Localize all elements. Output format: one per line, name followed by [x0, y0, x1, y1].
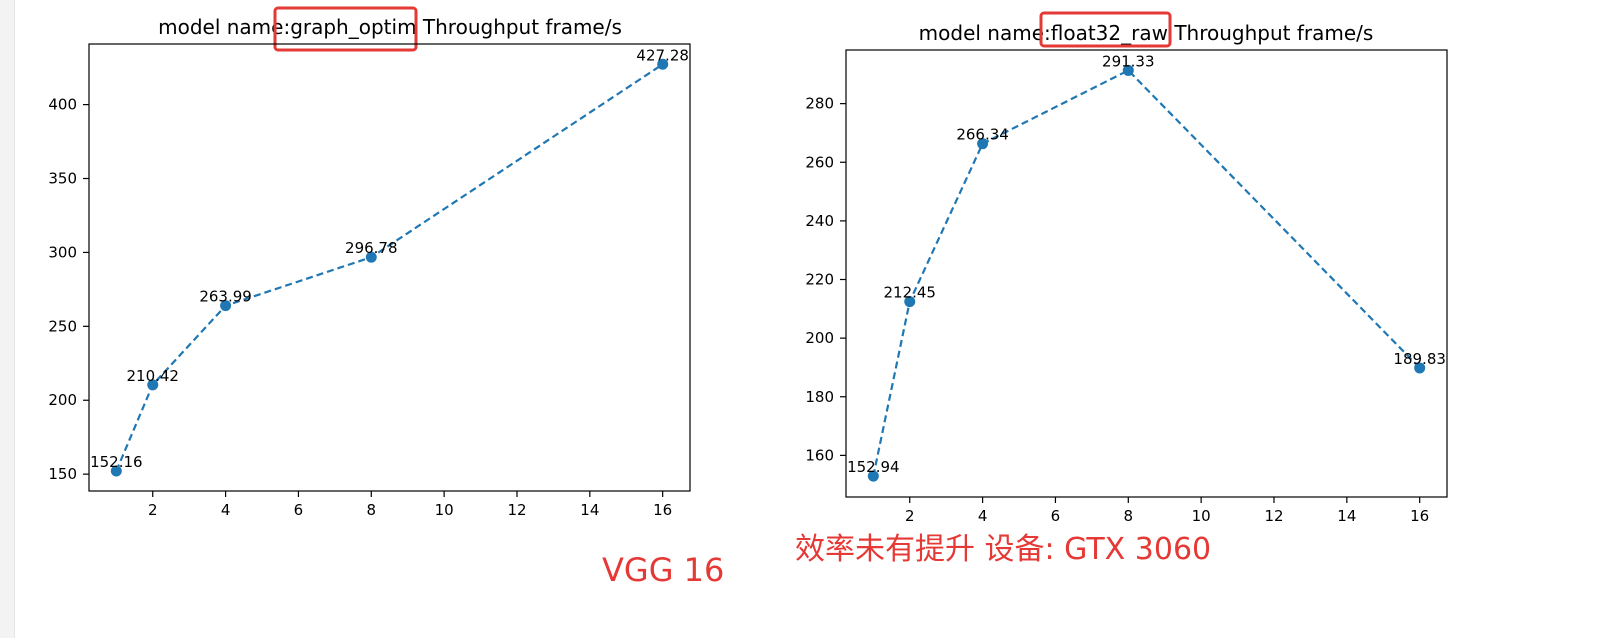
y-tick-label: 200 — [805, 329, 834, 347]
data-point — [867, 470, 879, 482]
x-tick-label: 6 — [1051, 507, 1061, 525]
y-tick-label: 300 — [48, 243, 77, 261]
chart-title: model name:graph_optim Throughput frame/… — [158, 15, 622, 39]
data-label: 291.33 — [1102, 52, 1155, 70]
x-tick-label: 16 — [1410, 507, 1429, 525]
data-label: 263.99 — [199, 288, 252, 306]
series-line — [115, 63, 664, 472]
y-tick-label: 150 — [48, 465, 77, 483]
data-point — [904, 296, 916, 308]
x-tick-label: 4 — [978, 507, 988, 525]
data-label: 152.16 — [90, 453, 143, 471]
data-point — [110, 465, 122, 477]
model-note: VGG 16 — [602, 551, 725, 589]
x-tick-label: 4 — [221, 501, 231, 519]
data-label: 427.28 — [636, 46, 689, 64]
y-tick-label: 400 — [48, 96, 77, 114]
x-tick-label: 8 — [1124, 507, 1134, 525]
data-point — [365, 251, 377, 263]
y-tick-label: 220 — [805, 271, 834, 289]
data-point — [220, 300, 232, 312]
y-tick-label: 160 — [805, 446, 834, 464]
x-tick-label: 14 — [1337, 507, 1356, 525]
data-point — [1122, 64, 1134, 76]
y-tick-label: 200 — [48, 391, 77, 409]
chart-title: model name:float32_raw Throughput frame/… — [919, 21, 1374, 45]
x-tick-label: 12 — [507, 501, 526, 519]
x-tick-label: 10 — [1192, 507, 1211, 525]
y-tick-label: 180 — [805, 388, 834, 406]
data-label: 152.94 — [847, 458, 900, 476]
y-tick-label: 280 — [805, 95, 834, 113]
x-tick-label: 6 — [294, 501, 304, 519]
data-label: 210.42 — [126, 367, 179, 385]
data-point — [977, 138, 989, 150]
plot-area: 2 4 6 8 10 12 14 16 150 200 250 300 350 400 152.16 210.… — [48, 43, 691, 519]
plot-area: 2 4 6 8 10 12 14 16 160 180 200 220 240 260 280 152.94 2… — [805, 49, 1448, 525]
x-tick-label: 10 — [435, 501, 454, 519]
x-tick-label: 16 — [653, 501, 672, 519]
data-label: 266.34 — [956, 126, 1009, 144]
data-label: 296.78 — [345, 239, 398, 257]
x-tick-label: 12 — [1264, 507, 1283, 525]
x-tick-label: 2 — [905, 507, 915, 525]
data-label: 212.45 — [883, 284, 936, 302]
x-tick-label: 8 — [367, 501, 377, 519]
series-line — [872, 69, 1421, 477]
y-tick-label: 250 — [48, 317, 77, 335]
y-tick-label: 350 — [48, 170, 77, 188]
model-name-highlight-box — [273, 6, 418, 52]
chart-graph-optim: model name:graph_optim Throughput frame/… — [48, 6, 691, 519]
data-label: 189.83 — [1393, 350, 1446, 368]
data-point — [147, 379, 159, 391]
x-tick-label: 2 — [148, 501, 158, 519]
y-tick-label: 240 — [805, 212, 834, 230]
model-name-highlight-box — [1039, 11, 1172, 48]
device-note: 效率未有提升 设备: GTX 3060 — [795, 532, 1212, 567]
x-tick-label: 14 — [580, 501, 599, 519]
data-point — [657, 58, 669, 70]
chart-float32-raw: model name:float32_raw Throughput frame/… — [805, 11, 1448, 525]
axes-frame — [88, 43, 691, 492]
window-left-edge — [0, 0, 15, 638]
y-tick-label: 260 — [805, 153, 834, 171]
axes-frame — [845, 49, 1448, 498]
data-point — [1414, 362, 1426, 374]
